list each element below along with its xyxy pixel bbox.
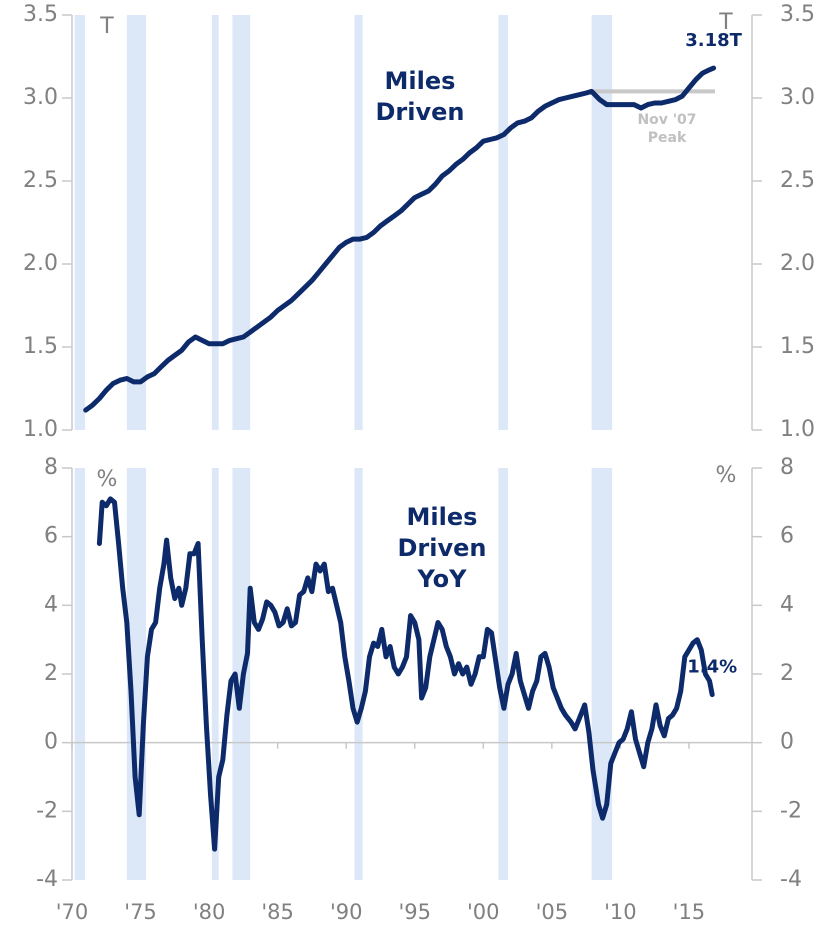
y2-tick-label: 2.0 bbox=[780, 251, 815, 276]
recession-band bbox=[498, 15, 508, 430]
data-line bbox=[96, 496, 715, 852]
y-tick-label: 2.5 bbox=[23, 168, 58, 193]
x-tick-label: '70 bbox=[56, 900, 89, 924]
y-tick-label: -2 bbox=[36, 798, 58, 823]
y2-tick-label: 2.5 bbox=[780, 168, 815, 193]
x-tick-label: '80 bbox=[193, 900, 226, 924]
y-tick-label: 8 bbox=[44, 455, 58, 480]
x-tick-label: '95 bbox=[398, 900, 431, 924]
y2-tick-label: 6 bbox=[780, 524, 794, 549]
series-title: Miles Driven bbox=[375, 67, 465, 126]
unit-label: T bbox=[718, 10, 733, 35]
x-tick-label: '85 bbox=[261, 900, 294, 924]
x-tick-label: '15 bbox=[673, 900, 706, 924]
y2-tick-label: -2 bbox=[780, 798, 802, 823]
y-tick-label: 2 bbox=[44, 661, 58, 686]
y-tick-label: 6 bbox=[44, 524, 58, 549]
recession-band bbox=[126, 15, 147, 430]
peak-label: Nov '07 Peak bbox=[637, 112, 697, 146]
y2-tick-label: 3.0 bbox=[780, 85, 815, 110]
x-tick-label: '10 bbox=[604, 900, 637, 924]
y-tick-label: 0 bbox=[44, 730, 58, 755]
data-line bbox=[83, 65, 717, 413]
series-title: Miles Driven YoY bbox=[397, 503, 487, 593]
y2-tick-label: 2 bbox=[780, 661, 794, 686]
recession-band bbox=[74, 15, 86, 430]
y-tick-label: -4 bbox=[36, 867, 58, 892]
recession-band bbox=[74, 468, 86, 880]
recession-band bbox=[211, 468, 219, 880]
x-tick-label: '90 bbox=[330, 900, 363, 924]
x-tick-label: '75 bbox=[124, 900, 157, 924]
y2-tick-label: 8 bbox=[780, 455, 794, 480]
recession-band bbox=[354, 468, 363, 880]
y-tick-label: 1.0 bbox=[23, 417, 58, 442]
y-tick-label: 4 bbox=[44, 592, 58, 617]
recession-band bbox=[232, 15, 251, 430]
end-label: 3.18T bbox=[685, 30, 742, 51]
end-label: 1.4% bbox=[687, 657, 737, 678]
y-tick-label: 1.5 bbox=[23, 334, 58, 359]
x-tick-label: '05 bbox=[536, 900, 569, 924]
y2-tick-label: -4 bbox=[780, 867, 802, 892]
y-tick-label: 3.0 bbox=[23, 85, 58, 110]
recession-band bbox=[498, 468, 508, 880]
recession-band bbox=[354, 15, 363, 430]
y-tick-label: 2.0 bbox=[23, 251, 58, 276]
x-tick-label: '00 bbox=[467, 900, 500, 924]
unit-label: % bbox=[97, 467, 118, 492]
y2-tick-label: 1.0 bbox=[780, 417, 815, 442]
y2-tick-label: 4 bbox=[780, 592, 794, 617]
y2-tick-label: 3.5 bbox=[780, 2, 815, 27]
unit-label: T bbox=[99, 14, 114, 39]
y2-tick-label: 0 bbox=[780, 730, 794, 755]
y2-tick-label: 1.5 bbox=[780, 334, 815, 359]
recession-band bbox=[211, 15, 219, 430]
recession-band bbox=[591, 15, 613, 430]
y-tick-label: 3.5 bbox=[23, 2, 58, 27]
unit-label: % bbox=[716, 463, 737, 488]
